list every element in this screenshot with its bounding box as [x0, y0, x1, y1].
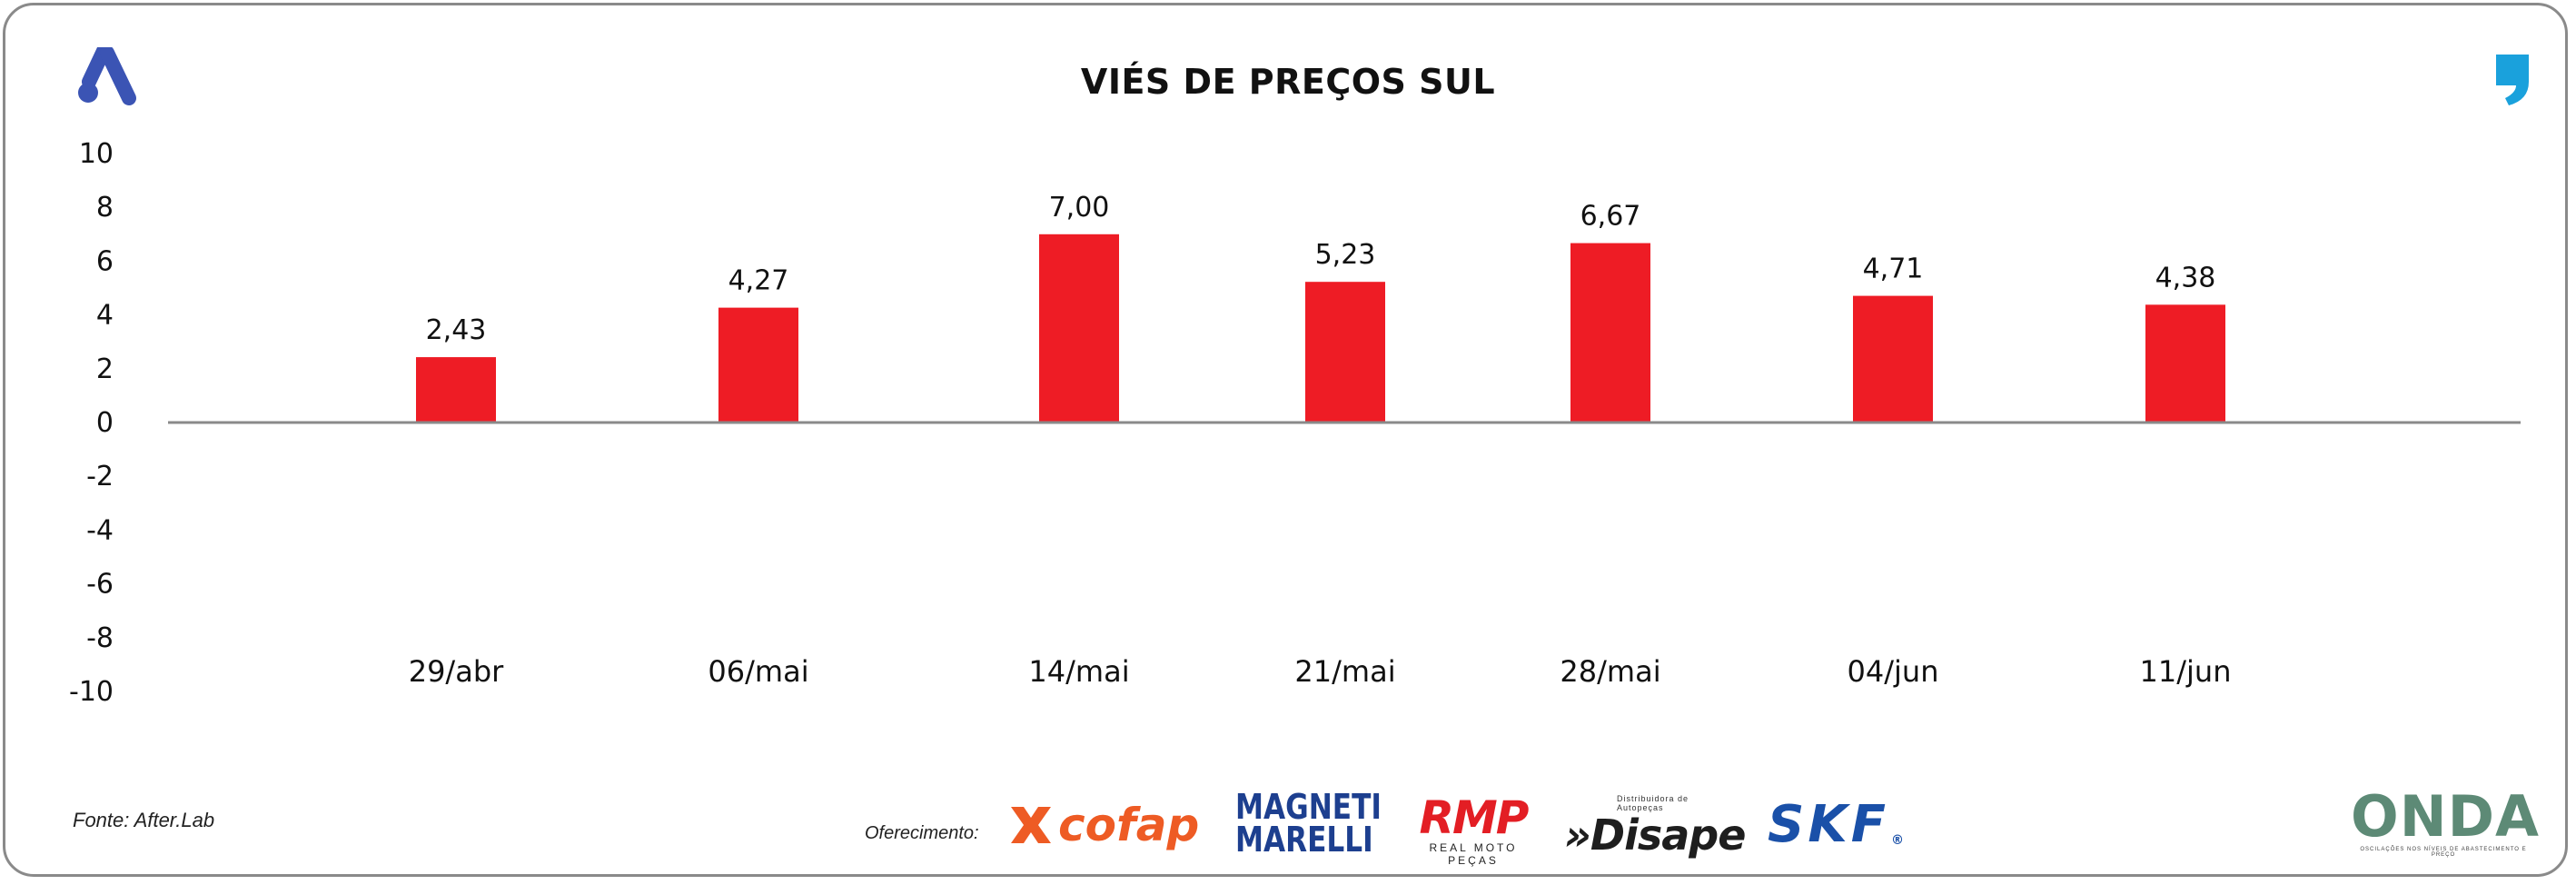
sponsor-label: Oferecimento:: [865, 823, 979, 843]
data-label: 5,23: [1315, 239, 1376, 271]
y-tick-label: 0: [96, 407, 114, 439]
bar: [2145, 304, 2225, 423]
bar: [416, 357, 496, 423]
cofap-logo: cofap: [1004, 798, 1199, 852]
a-logo-icon: [78, 47, 136, 105]
y-tick-label: -6: [86, 569, 114, 601]
chart-title: VIÉS DE PREÇOS SUL: [1080, 62, 1496, 102]
bar: [1853, 295, 1933, 423]
data-label: 2,43: [426, 314, 487, 346]
y-tick-label: 6: [96, 245, 114, 277]
y-tick-label: -8: [86, 622, 114, 654]
bar: [1570, 243, 1650, 423]
y-tick-label: -10: [69, 676, 114, 708]
skf-registered-mark: ®: [1890, 833, 1904, 848]
disape-subtitle: Distribuidora de Autopeças: [1617, 794, 1689, 812]
onda-wordmark: ONDA: [2351, 783, 2541, 850]
rmp-logo: RMP REAL MOTO PEÇAS: [1406, 791, 1541, 867]
data-label: 7,00: [1049, 192, 1110, 224]
y-tick-label: -4: [86, 514, 114, 546]
y-tick-label: -2: [86, 461, 114, 492]
x-tick-label: 29/abr: [409, 654, 504, 689]
data-label: 4,71: [1863, 254, 1924, 285]
y-tick-label: 2: [96, 353, 114, 385]
magneti-line2: MARELLI: [1235, 820, 1373, 860]
bar: [1039, 234, 1119, 423]
y-tick-label: 8: [96, 192, 114, 224]
x-tick-label: 21/mai: [1294, 654, 1395, 689]
skf-wordmark: SKF: [1768, 795, 1889, 854]
disape-wordmark: »Disape: [1564, 810, 1746, 860]
cofap-wordmark: cofap: [1058, 799, 1200, 851]
x-tick-label: 06/mai: [708, 654, 808, 689]
data-label: 4,38: [2155, 262, 2216, 293]
magneti-line1: MAGNETI: [1235, 787, 1382, 827]
data-label: 4,27: [728, 265, 789, 297]
rmp-subtitle: REAL MOTO PEÇAS: [1429, 841, 1518, 867]
rmp-wordmark: RMP: [1419, 791, 1530, 844]
bar: [1305, 282, 1385, 423]
x-tick-label: 11/jun: [2140, 654, 2232, 689]
x-tick-label: 28/mai: [1560, 654, 1660, 689]
x-tick-label: 04/jun: [1848, 654, 1939, 689]
quote-logo-icon: [2496, 55, 2529, 105]
cofap-mark-icon: [1011, 807, 1051, 843]
y-tick-label: 4: [96, 300, 114, 332]
bar: [718, 307, 798, 423]
source-note: Fonte: After.Lab: [73, 809, 215, 831]
onda-logo: ONDA OSCILAÇÕES NOS NÍVEIS DE ABASTECIME…: [2351, 783, 2541, 859]
skf-logo: SKF ®: [1768, 800, 1946, 850]
magneti-marelli-logo: MAGNETI MARELLI: [1235, 787, 1382, 860]
disape-logo: Distribuidora de Autopeças »Disape: [1564, 794, 1746, 860]
onda-subtitle: OSCILAÇÕES NOS NÍVEIS DE ABASTECIMENTO E…: [2360, 847, 2527, 858]
x-tick-label: 14/mai: [1028, 654, 1129, 689]
chart-frame: [3, 3, 2568, 877]
y-tick-label: 10: [79, 138, 114, 170]
data-label: 6,67: [1580, 201, 1641, 233]
